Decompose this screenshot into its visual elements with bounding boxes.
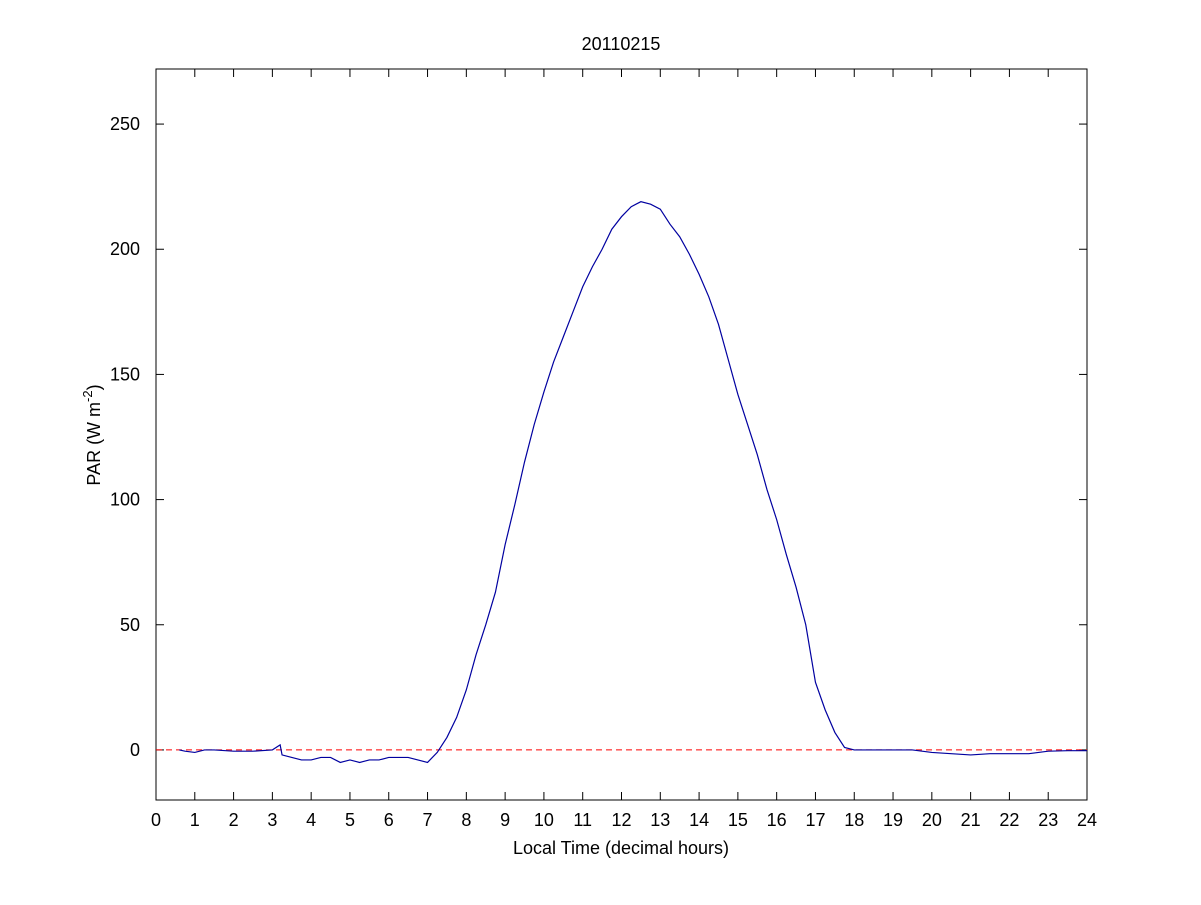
x-tick-label: 21 (961, 810, 981, 830)
y-axis-label-suffix: ) (84, 384, 104, 390)
x-tick-label: 13 (650, 810, 670, 830)
y-axis-label: PAR (W m-2) (80, 384, 104, 485)
plot-frame (155, 68, 1088, 801)
y-tick-label: 50 (120, 615, 140, 635)
y-tick-label: 150 (110, 364, 140, 384)
x-tick-label: 8 (461, 810, 471, 830)
x-tick-label: 19 (883, 810, 903, 830)
x-tick-label: 22 (999, 810, 1019, 830)
y-tick-label: 200 (110, 239, 140, 259)
x-tick-label: 23 (1038, 810, 1058, 830)
x-tick-label: 12 (611, 810, 631, 830)
y-axis-label-sup: -2 (80, 390, 95, 402)
y-axis-label-text: PAR (W m (84, 402, 104, 486)
x-tick-label: 3 (267, 810, 277, 830)
x-tick-label: 16 (767, 810, 787, 830)
x-tick-label: 7 (423, 810, 433, 830)
x-tick-label: 1 (190, 810, 200, 830)
y-tick-label: 0 (130, 740, 140, 760)
x-axis-label: Local Time (decimal hours) (513, 838, 729, 858)
y-tick-label: 250 (110, 114, 140, 134)
data-line (179, 201, 1087, 764)
y-tick-label: 100 (110, 490, 140, 510)
x-tick-label: 14 (689, 810, 709, 830)
x-tick-label: 5 (345, 810, 355, 830)
x-tick-label: 6 (384, 810, 394, 830)
x-tick-label: 20 (922, 810, 942, 830)
x-tick-label: 2 (229, 810, 239, 830)
x-tick-label: 17 (805, 810, 825, 830)
x-tick-label: 18 (844, 810, 864, 830)
x-tick-label: 24 (1077, 810, 1097, 830)
x-tick-label: 11 (573, 810, 592, 830)
x-tick-label: 0 (151, 810, 161, 830)
x-tick-label: 9 (500, 810, 510, 830)
x-tick-label: 4 (306, 810, 316, 830)
chart-title: 20110215 (582, 34, 661, 54)
x-tick-label: 15 (728, 810, 748, 830)
x-tick-label: 10 (534, 810, 554, 830)
